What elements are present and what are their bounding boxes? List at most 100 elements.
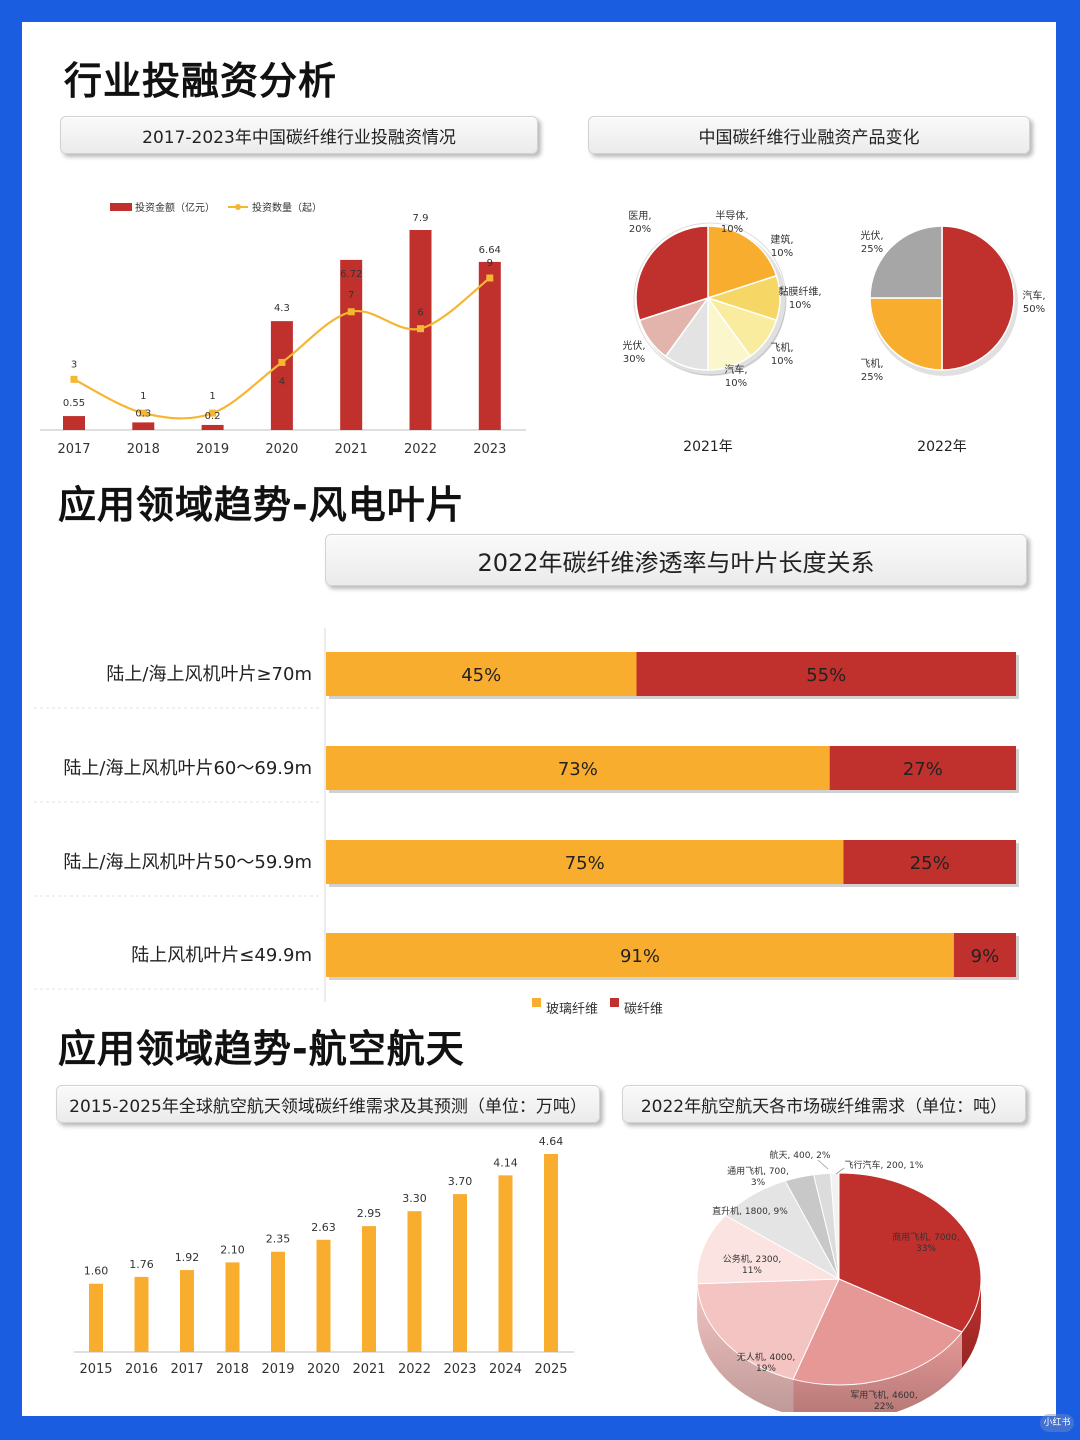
pie2022-slice-1 [869, 297, 943, 371]
product-chart-title: 中国碳纤维行业融资产品变化 [588, 116, 1030, 154]
count-label-2023: 9 [487, 258, 493, 269]
bar-碳纤维-2 [843, 840, 1016, 884]
count-point-2020 [278, 358, 286, 366]
bar-amount-2021 [340, 259, 363, 430]
legend-label-amount: 投资金额（亿元） [135, 201, 215, 214]
aero-market-chart-title: 2022年航空航天各市场碳纤维需求（单位：吨） [622, 1085, 1026, 1123]
investment-chart: 投资金额（亿元） 投资数量（起） 2017 2018 2019 2020 2021 2022 2… [40, 201, 526, 457]
product-pie-charts: 医用, 20% 半导体, 10% 建筑, 10% 黏膜纤维, 10% 飞机, 10% 汽车, 10% 光… [622, 209, 1045, 455]
count-point-2023 [486, 274, 494, 282]
count-label-2020: 4 [279, 376, 285, 387]
pie-slice-无人机 [696, 1278, 840, 1380]
pie-label-4-line1: 直升机, 1800, 9% [712, 1205, 788, 1217]
value-label-2019: 2.35 [266, 1233, 291, 1246]
bar-玻璃纤维-1 [326, 746, 830, 790]
count-label-2017: 3 [71, 359, 77, 370]
x-tick-2017: 2017 [57, 442, 90, 457]
legend-label-0: 玻璃纤维 [546, 1002, 598, 1017]
pie-label-0-line1: 商用飞机, 7000, [892, 1231, 960, 1243]
count-label-2021: 7 [348, 290, 354, 301]
pie2021-year: 2021年 [683, 439, 733, 455]
value-label-2017: 1.92 [175, 1251, 200, 1264]
bar-玻璃纤维-3 [326, 933, 954, 977]
amount-label-2018: 0.3 [135, 408, 151, 419]
pie2021-label-name-5: 汽车, [724, 363, 747, 376]
pie2021-label-name-2: 建筑, [770, 233, 793, 246]
count-label-2018: 1 [140, 391, 146, 402]
value-label-2016: 1.76 [129, 1258, 154, 1271]
bar-label-1-0: 73% [558, 759, 598, 780]
pie2021-label-value-5: 10% [725, 378, 747, 389]
x-tick-2018: 2018 [216, 1362, 249, 1377]
x-tick-2018: 2018 [127, 442, 160, 457]
bar-label-1-1: 27% [903, 759, 943, 780]
bar-label-0-1: 55% [806, 665, 846, 686]
pie2022-year: 2022年 [917, 439, 967, 455]
x-tick-2024: 2024 [489, 1362, 522, 1377]
watermark: 小红书 [1040, 1414, 1074, 1432]
pie2021-label-value-0: 20% [629, 224, 651, 235]
pie-label-1-line2: 22% [874, 1402, 894, 1412]
amount-label-2020: 4.3 [274, 303, 290, 314]
x-tick-2022: 2022 [404, 442, 437, 457]
pie-side-shade-1 [793, 1332, 962, 1412]
pie2021-slice-6 [635, 225, 709, 322]
x-tick-2015: 2015 [79, 1362, 112, 1377]
legend-marker-count [235, 204, 241, 210]
pie-label-5-line1: 通用飞机, 700, [727, 1165, 789, 1177]
count-point-2018 [139, 409, 147, 417]
legend-swatch-amount [110, 203, 132, 211]
bar-玻璃纤维-2 [326, 840, 844, 884]
pie-slice-商用飞机 [838, 1172, 982, 1333]
bar-amount-2019 [201, 424, 224, 430]
bar-玻璃纤维-0 [326, 652, 637, 696]
pie-label-3-line1: 公务机, 2300, [723, 1253, 782, 1265]
value-label-2018: 2.10 [220, 1243, 245, 1256]
amount-label-2017: 0.55 [63, 398, 85, 409]
amount-label-2022: 7.9 [413, 213, 429, 224]
pie-label-2-line1: 无人机, 4000, [737, 1351, 796, 1363]
wind-category-3: 陆上风机叶片≤49.9m [131, 945, 312, 966]
amount-label-2023: 6.64 [479, 245, 501, 256]
wind-chart-title: 2022年碳纤维渗透率与叶片长度关系 [325, 534, 1027, 586]
x-tick-2025: 2025 [534, 1362, 567, 1377]
pie2022-label-value-2: 25% [861, 244, 883, 255]
bar-label-3-1: 9% [971, 946, 1000, 967]
bar-碳纤维-1 [829, 746, 1016, 790]
legend-label-1: 碳纤维 [624, 1002, 663, 1017]
count-point-2017 [70, 375, 78, 383]
bar-2024 [498, 1175, 513, 1352]
bar-amount-2023 [478, 261, 501, 430]
bar-amount-2017 [63, 416, 85, 430]
pie2022-label-name-2: 光伏, [860, 229, 883, 242]
pie-slice-军用飞机 [792, 1278, 963, 1386]
section-title-aero: 应用领域趋势-航空航天 [58, 1027, 465, 1071]
x-tick-2023: 2023 [473, 442, 506, 457]
value-label-2015: 1.60 [84, 1265, 109, 1278]
bar-2015 [89, 1283, 103, 1352]
bar-2025 [544, 1154, 558, 1352]
pie2021-label-value-1: 10% [721, 224, 743, 235]
pie-side-shade-0 [961, 1279, 981, 1368]
pie2022-label-value-1: 25% [861, 372, 883, 383]
section-title-investment: 行业投融资分析 [64, 59, 338, 103]
pie2021-label-value-3: 10% [789, 300, 811, 311]
pie2022-label-name-0: 汽车, [1022, 289, 1045, 302]
bar-label-3-0: 91% [620, 946, 660, 967]
legend-label-count: 投资数量（起） [252, 201, 322, 214]
value-label-2025: 4.64 [539, 1135, 564, 1148]
pie2022-label-name-1: 飞机, [860, 357, 883, 370]
pie2021-slice-0 [707, 225, 778, 300]
bar-amount-2020 [270, 321, 293, 430]
bar-2019 [271, 1251, 285, 1352]
wind-penetration-chart: 陆上/海上风机叶片≥70m 45% 55% 陆上/海上风机叶片60～69.9m 73% 2… [34, 628, 1019, 1017]
bar-2018 [225, 1262, 240, 1352]
pie2021-label-value-4: 10% [771, 356, 793, 367]
x-tick-2020: 2020 [265, 442, 298, 457]
aero-chart-title: 2015-2025年全球航空航天领域碳纤维需求及其预测（单位：万吨） [56, 1085, 600, 1123]
pie-side-shade-2 [697, 1283, 794, 1412]
pie2021-label-name-3: 黏膜纤维, [778, 285, 821, 298]
bar-2023 [453, 1194, 467, 1352]
value-label-2024: 4.14 [493, 1156, 518, 1169]
pie2022-slice-0 [941, 225, 1015, 371]
